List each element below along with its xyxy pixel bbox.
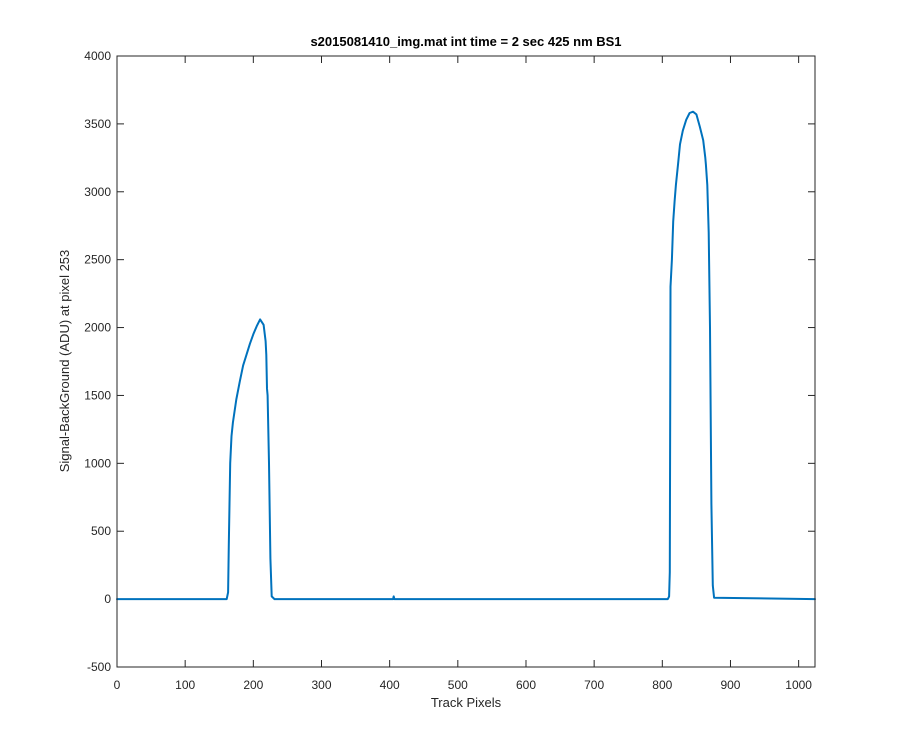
x-tick-label: 1000 bbox=[785, 678, 812, 692]
y-tick-label: 500 bbox=[91, 524, 111, 538]
y-tick-label: 4000 bbox=[84, 49, 111, 63]
y-tick-label: 1500 bbox=[84, 388, 111, 402]
x-tick-label: 700 bbox=[584, 678, 604, 692]
y-tick-label: 1000 bbox=[84, 456, 111, 470]
x-tick-label: 0 bbox=[114, 678, 121, 692]
x-tick-label: 100 bbox=[175, 678, 195, 692]
y-tick-label: 3000 bbox=[84, 185, 111, 199]
x-tick-label: 600 bbox=[516, 678, 536, 692]
x-tick-label: 800 bbox=[652, 678, 672, 692]
y-tick-label: 2500 bbox=[84, 253, 111, 267]
y-tick-label: -500 bbox=[87, 660, 111, 674]
plot-area bbox=[117, 56, 815, 667]
tick-labels: 0 100 200 300 400 500 600 700 800 900 1000-5000500… bbox=[84, 49, 812, 692]
y-axis-label: Signal-BackGround (ADU) at pixel 253 bbox=[57, 250, 72, 473]
x-axis-label: Track Pixels bbox=[431, 695, 502, 710]
x-tick-label: 400 bbox=[380, 678, 400, 692]
series-line-1 bbox=[116, 110, 816, 601]
y-tick-label: 0 bbox=[104, 592, 111, 606]
x-tick-label: 200 bbox=[243, 678, 263, 692]
y-tick-label: 3500 bbox=[84, 117, 111, 131]
x-tick-label: 900 bbox=[720, 678, 740, 692]
x-tick-label: 500 bbox=[448, 678, 468, 692]
plot-box bbox=[116, 55, 816, 668]
y-tick-label: 2000 bbox=[84, 321, 111, 335]
chart-title: s2015081410_img.mat int time = 2 sec 425… bbox=[310, 34, 621, 49]
data-layer bbox=[116, 110, 816, 601]
x-tick-label: 300 bbox=[311, 678, 331, 692]
